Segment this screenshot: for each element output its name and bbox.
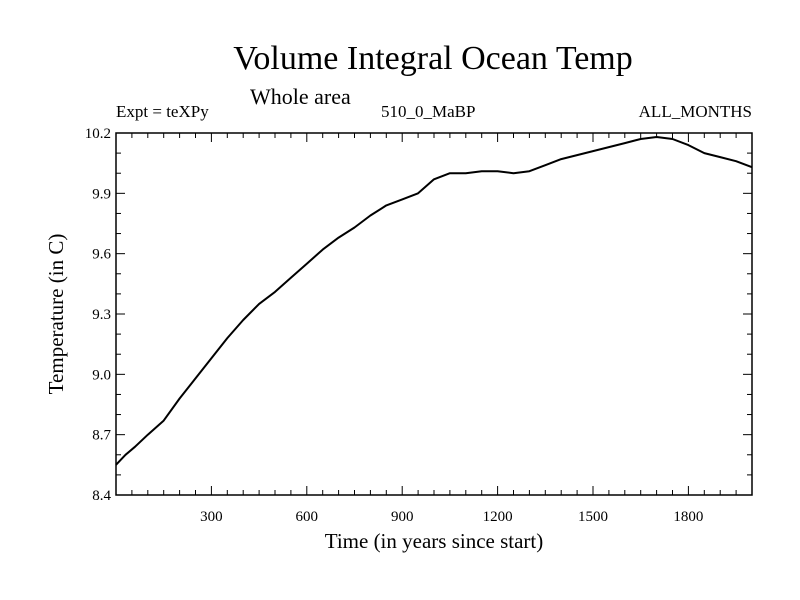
- y-tick-label: 9.3: [92, 307, 111, 323]
- y-tick-label: 8.4: [92, 488, 111, 504]
- x-tick-label: 1500: [578, 509, 608, 525]
- x-tick-label: 300: [200, 509, 223, 525]
- tick-labels-layer: 300 600 900 1200 1500 1800 8.4 8.7 9.0 9.3 9.6 9.9 1…: [85, 126, 704, 525]
- y-tick-label: 8.7: [92, 428, 111, 444]
- temperature-series-line: [115, 136, 753, 466]
- months-label: ALL_MONTHS: [638, 102, 752, 121]
- x-axis-label: Time (in years since start): [325, 529, 544, 553]
- y-tick-label: 9.6: [92, 247, 111, 263]
- ticks-layer: [116, 133, 752, 495]
- x-tick-label: 900: [391, 509, 414, 525]
- x-tick-label: 1200: [483, 509, 513, 525]
- y-tick-label: 10.2: [85, 126, 111, 142]
- period-label: 510_0_MaBP: [381, 102, 476, 121]
- plot-frame: [115, 132, 753, 496]
- x-tick-label: 1800: [673, 509, 703, 525]
- chart-title: Volume Integral Ocean Temp: [233, 40, 633, 77]
- chart-subtitle: Whole area: [250, 84, 351, 109]
- y-tick-label: 9.0: [92, 367, 111, 383]
- experiment-label: Expt = teXPy: [116, 102, 209, 121]
- y-axis-label: Temperature (in C): [44, 234, 68, 395]
- x-tick-label: 600: [296, 509, 319, 525]
- y-tick-label: 9.9: [92, 186, 111, 202]
